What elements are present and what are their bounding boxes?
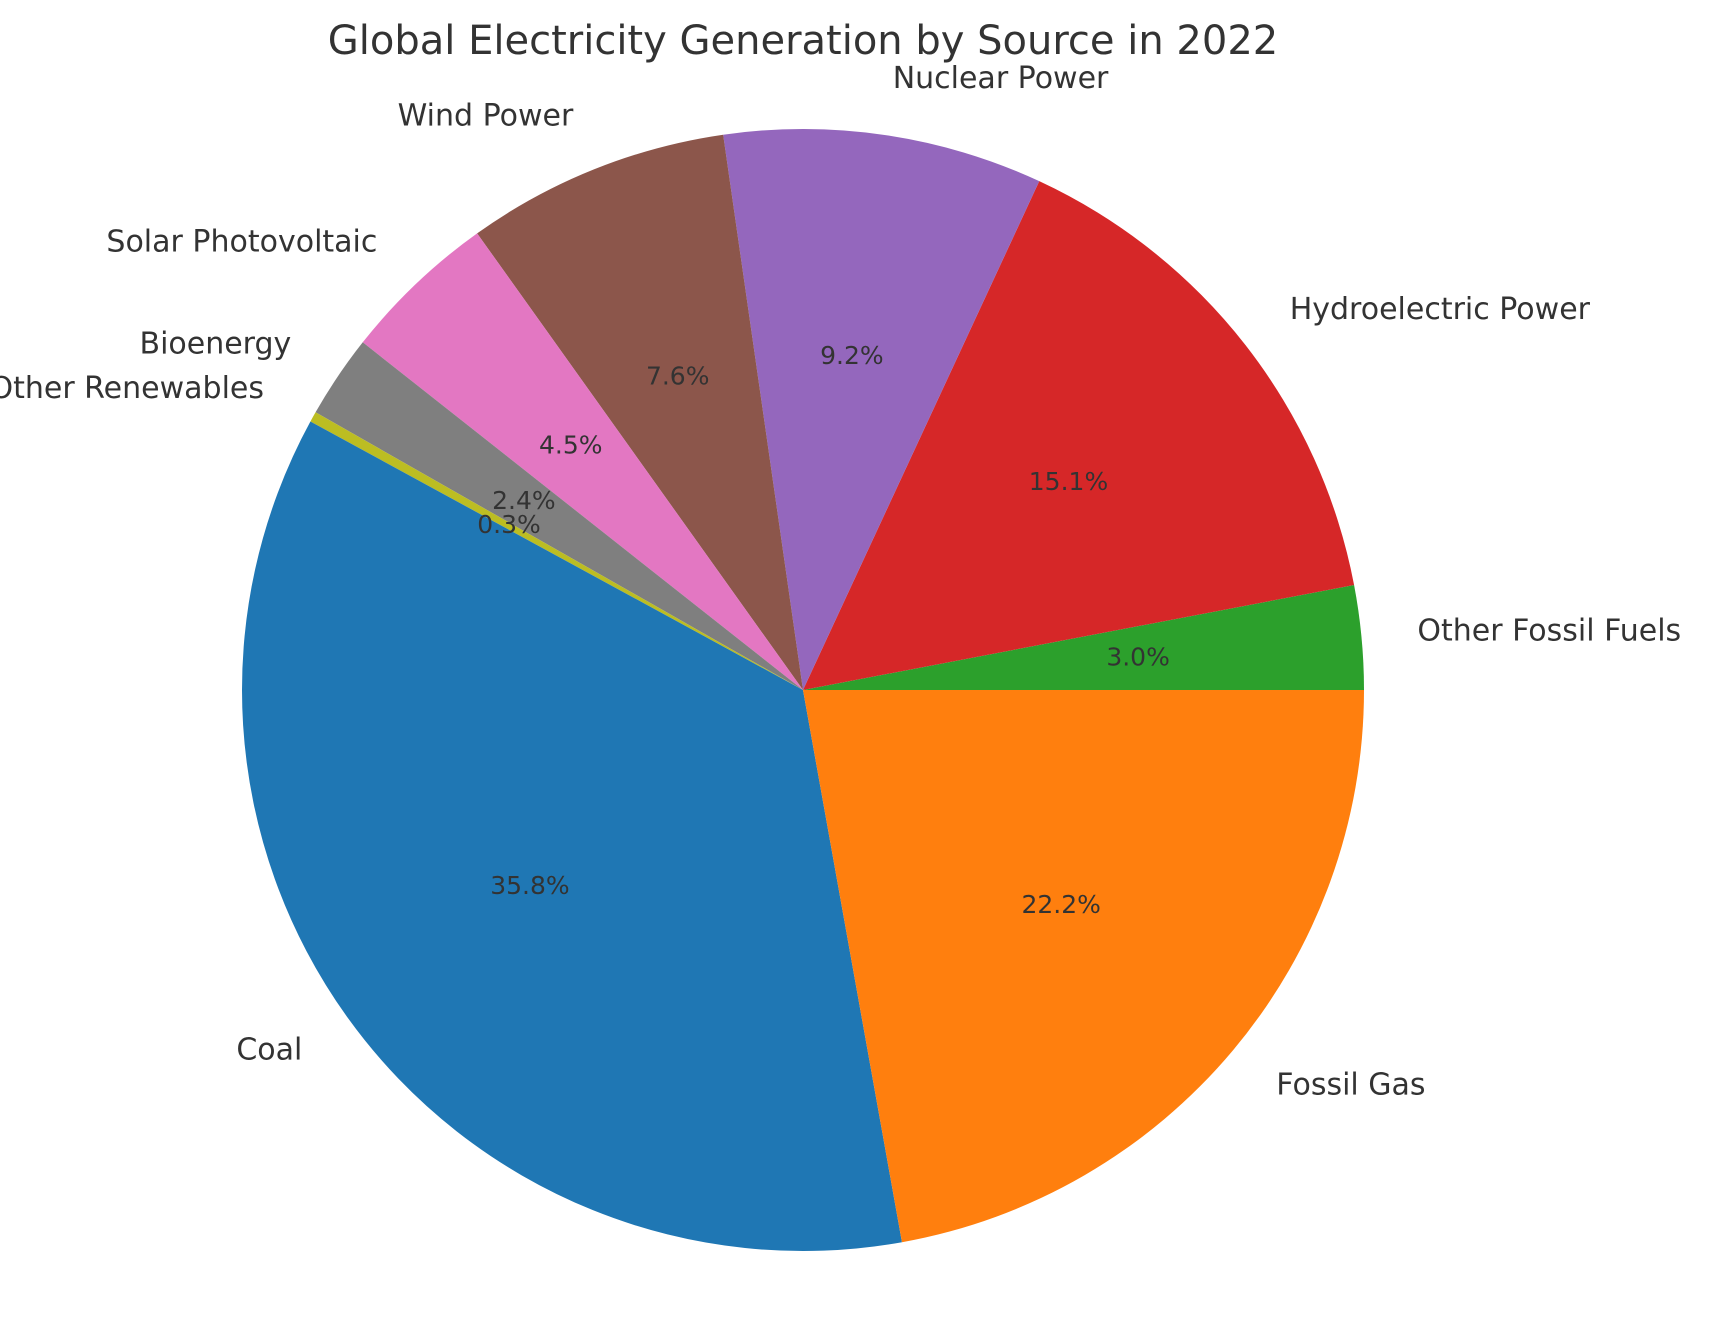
percent-label-nuclear-power: 9.2% [820, 341, 884, 370]
pie-slice-coal [242, 421, 902, 1251]
percent-label-solar-photovoltaic: 4.5% [539, 430, 603, 459]
pie-labels: Other Fossil Fuels 3.0% Hydroelectric Powe… [0, 61, 1681, 1103]
category-label-nuclear-power: Nuclear Power [893, 61, 1109, 96]
pie-slice-fossil-gas [803, 690, 1364, 1243]
percent-label-wind-power: 7.6% [646, 362, 710, 391]
pie-slice-hydroelectric-power [803, 181, 1355, 691]
category-label-other-fossil-fuels: Other Fossil Fuels [1417, 614, 1681, 649]
percent-label-coal: 35.8% [490, 871, 569, 900]
percent-label-bioenergy: 2.4% [492, 486, 556, 515]
category-label-other-renewables: Other Renewables [0, 371, 264, 406]
percent-label-hydroelectric-power: 15.1% [1029, 467, 1108, 496]
chart-title: Global Electricity Generation by Source … [328, 18, 1278, 64]
category-label-coal: Coal [236, 1032, 302, 1067]
category-label-fossil-gas: Fossil Gas [1276, 1068, 1425, 1103]
category-label-hydroelectric-power: Hydroelectric Power [1290, 292, 1591, 327]
category-label-bioenergy: Bioenergy [139, 327, 291, 362]
pie-slice-wind-power [477, 134, 803, 690]
pie-slice-solar-photovoltaic [362, 233, 803, 691]
percent-label-other-renewables: 0.3% [477, 510, 541, 539]
pie-slice-bioenergy [315, 342, 803, 690]
pie-slices [242, 128, 1364, 1251]
pie-slice-nuclear-power [723, 128, 1040, 690]
pie-slice-other-renewables [310, 412, 803, 690]
percent-label-fossil-gas: 22.2% [1021, 890, 1100, 919]
percent-label-other-fossil-fuels: 3.0% [1106, 642, 1170, 671]
category-label-solar-photovoltaic: Solar Photovoltaic [106, 225, 377, 260]
category-label-wind-power: Wind Power [398, 99, 574, 134]
pie-slice-other-fossil-fuels [803, 584, 1364, 690]
